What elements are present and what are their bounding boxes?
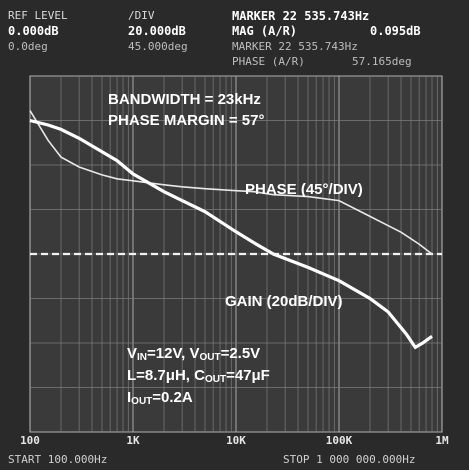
- gain-trace-label: GAIN (20dB/DIV): [225, 293, 343, 310]
- div-label: /DIV: [128, 9, 155, 22]
- phase-value: 57.165deg: [352, 55, 412, 68]
- vout-symbol: V: [189, 345, 200, 362]
- phase-series-line: [29, 110, 433, 255]
- phase-label: PHASE (A/R): [232, 55, 305, 68]
- start-frequency: START 100.000Hz: [8, 453, 108, 466]
- vin-value: =12V,: [147, 345, 190, 362]
- vin-subscript: IN: [137, 352, 148, 363]
- vout-value: =2.5V: [220, 345, 261, 362]
- iout-symbol: I: [127, 389, 132, 406]
- mag-value: 0.095dB: [370, 24, 421, 38]
- ref-level-gain: 0.000dB: [8, 24, 59, 38]
- ref-level-label: REF LEVEL: [8, 9, 68, 22]
- marker-readout-2: MARKER 22 535.743Hz: [232, 40, 358, 53]
- bandwidth-annotation: BANDWIDTH = 23kHz: [108, 91, 261, 108]
- inductor-cap-label: L=8.7μH, C: [127, 367, 205, 384]
- ref-level-phase: 0.0deg: [8, 40, 48, 53]
- x-tick-label: 1M: [435, 434, 449, 447]
- cout-subscript: OUT: [204, 374, 227, 385]
- iout-subscript: OUT: [131, 396, 153, 407]
- div-phase: 45.000deg: [128, 40, 188, 53]
- stop-frequency: STOP 1 000 000.000Hz: [283, 453, 416, 466]
- conditions-line-1: VIN=12V, VOUT=2.5V: [127, 345, 260, 366]
- iout-value: =0.2A: [152, 389, 193, 406]
- conditions-line-2: L=8.7μH, COUT=47μF: [127, 367, 270, 388]
- marker-readout-1: MARKER 22 535.743Hz: [232, 9, 370, 23]
- x-tick-label: 1K: [126, 434, 140, 447]
- x-tick-label: 100: [20, 434, 40, 447]
- vin-symbol: V: [127, 345, 138, 362]
- x-tick-label: 100K: [325, 434, 353, 447]
- phase-trace-label: PHASE (45°/DIV): [245, 181, 363, 198]
- conditions-line-3: IOUT=0.2A: [127, 389, 193, 410]
- gain-series-line: [29, 118, 433, 350]
- cout-value: =47μF: [226, 367, 270, 384]
- x-tick-label: 10K: [226, 434, 246, 447]
- phase-margin-annotation: PHASE MARGIN = 57°: [108, 112, 265, 129]
- mag-label: MAG (A/R): [232, 24, 298, 38]
- div-gain: 20.000dB: [128, 24, 186, 38]
- vout-subscript: OUT: [199, 352, 221, 363]
